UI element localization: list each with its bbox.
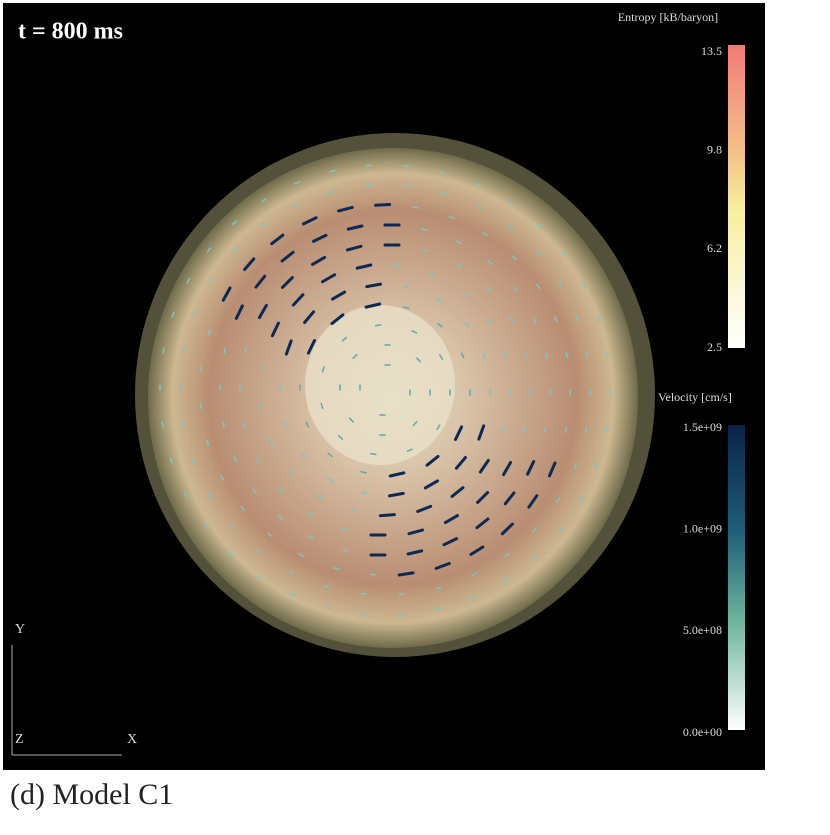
velocity-arrow	[200, 404, 201, 409]
velocity-arrow	[566, 353, 567, 358]
velocity-arrow	[163, 348, 164, 353]
velocity-arrow	[261, 366, 262, 371]
velocity-arrow	[201, 366, 202, 371]
velocity-arrow	[371, 454, 376, 455]
velocity-arrow	[183, 423, 184, 428]
axis-label: Z	[15, 732, 24, 747]
colorbar-tick-label: 1.5e+09	[683, 420, 722, 434]
axis-label: Y	[15, 622, 25, 637]
colorbar-tick-label: 6.2	[707, 241, 722, 255]
velocity-arrow	[586, 428, 587, 433]
colorbar-tick-label: 1.0e+09	[683, 521, 722, 535]
caption: (d) Model C1	[10, 778, 173, 811]
colorbar-title: Entropy [kB/baryon]	[618, 10, 718, 24]
velocity-arrow	[413, 207, 418, 208]
colorbar-tick-label: 5.0e+08	[683, 623, 722, 637]
velocity-arrow	[565, 427, 566, 432]
velocity-arrow	[376, 325, 381, 326]
core	[305, 305, 455, 465]
velocity-arrow	[380, 515, 394, 516]
velocity-arrow	[183, 347, 184, 352]
velocity-arrow	[261, 404, 262, 409]
velocity-arrow	[376, 205, 390, 206]
colorbar-tick-label: 9.8	[707, 142, 722, 156]
colorbar-tick-label: 0.0e+00	[683, 725, 722, 739]
velocity-arrow	[162, 422, 163, 427]
velocity-arrow	[362, 493, 367, 494]
entropy-colorbar	[728, 45, 745, 348]
time-label: t = 800 ms	[18, 19, 123, 45]
velocity-arrow	[607, 353, 608, 358]
velocity-colorbar	[728, 425, 745, 730]
velocity-arrow	[399, 573, 413, 575]
velocity-arrow	[403, 287, 408, 288]
colorbar-title: Velocity [cm/s]	[658, 390, 732, 404]
velocity-arrow	[587, 352, 588, 357]
colorbar-tick-label: 13.5	[701, 44, 722, 58]
velocity-arrow	[606, 427, 607, 432]
axis-label: X	[127, 732, 137, 747]
colorbar-tick-label: 2.5	[707, 340, 722, 354]
